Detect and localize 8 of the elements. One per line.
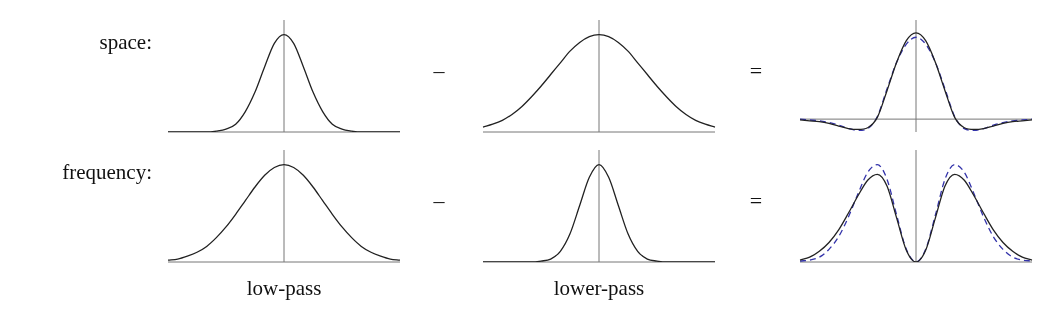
text: = (748, 188, 764, 214)
text: – (432, 188, 446, 214)
x-axis-title: low-pass (245, 276, 323, 301)
y-axis-title: frequency: (62, 160, 152, 185)
x-axis-title: lower-pass (552, 276, 646, 301)
text: = (748, 58, 764, 84)
y-axis-title: space: (99, 30, 152, 55)
text: – (432, 58, 446, 84)
